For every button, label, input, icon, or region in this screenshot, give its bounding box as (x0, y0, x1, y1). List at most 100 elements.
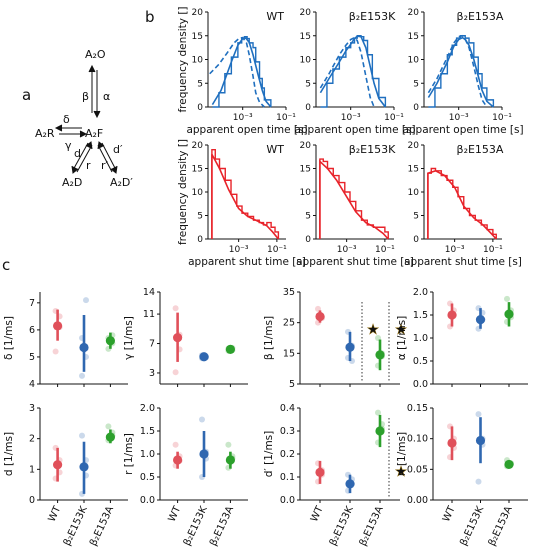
y-tick-label: 0.10 (407, 434, 428, 445)
panel-title: β₂E153A (457, 10, 504, 23)
x-tick-label: 10⁻³ (233, 113, 253, 123)
mean-point (375, 350, 385, 360)
x-tick-label: 10⁻¹ (384, 113, 404, 123)
replicate-point (475, 478, 482, 485)
mean-point (375, 426, 385, 436)
mean-point (105, 336, 115, 346)
x-tick-label: 10⁻³ (341, 113, 361, 123)
mean-point (225, 344, 235, 355)
y-tick-label: 20 (300, 141, 312, 151)
y-tick-label: 0 (29, 495, 35, 506)
mean-point (225, 455, 235, 465)
replicate-point (172, 369, 179, 376)
y-tick-label: 5 (413, 212, 419, 222)
series-histogram (428, 35, 495, 108)
y-tick-label: 4 (29, 379, 35, 390)
x-tick-label: 10⁻¹ (492, 113, 512, 123)
rate-label-rprime: r′ (101, 159, 109, 172)
y-tick-label: 1.0 (413, 333, 428, 344)
x-tick-label: 10⁻³ (337, 245, 357, 255)
x-tick-label: WT (47, 504, 64, 524)
series-fit (211, 37, 272, 108)
replicate-point (375, 335, 381, 341)
y-tick-label: 5 (197, 79, 203, 89)
state-A2R: A₂R (35, 127, 55, 140)
y-tick-label: 0 (305, 103, 311, 113)
y-tick-label: 1.5 (413, 310, 428, 321)
y-tick-label: 0.3 (280, 426, 295, 437)
y-tick-label: 10 (300, 56, 312, 66)
y-tick-label: 3 (29, 403, 35, 414)
mean-point (53, 321, 63, 331)
y-tick-label: 7 (29, 298, 35, 309)
rate-panel-rate-rprime: 0.00 0.05 0.10 0.15 r′ [1/ms] WT β₂E153K β₂E153… (396, 403, 528, 548)
state-A2D: A₂D (62, 176, 82, 189)
y-tick-label: 6 (29, 325, 35, 336)
y-tick-label: 2 (29, 434, 35, 445)
y-tick-label: 15 (283, 348, 295, 359)
rate-label-d: d (74, 147, 81, 160)
histogram-panel-shut-time-E153K: 0 5 10 15 20 10⁻³ 10⁻¹ β₂E153K apparent shut tim… (296, 141, 414, 268)
state-A2Dprime: A₂D′ (110, 176, 133, 189)
series-histogram (211, 149, 280, 239)
mean-point (345, 342, 355, 352)
x-tick-label: β₂E153K (328, 504, 356, 547)
replicate-point (83, 297, 89, 304)
rate-label-delta: δ (63, 113, 70, 126)
y-tick-label: 20 (192, 141, 204, 151)
y-tick-label: 15 (408, 165, 419, 175)
mean-point (315, 467, 325, 477)
mean-point (105, 432, 115, 442)
scheme-arrows (54, 64, 118, 174)
significance-star: ★ (395, 322, 408, 338)
y-tick-label: 0.4 (280, 403, 295, 414)
x-tick-label: β₂E153K (182, 504, 210, 547)
mean-point (475, 315, 486, 325)
mean-point (447, 438, 457, 448)
x-tick-label: WT (309, 504, 326, 524)
x-tick-label: 10⁻³ (445, 245, 465, 255)
x-tick-label: WT (167, 504, 184, 524)
y-tick-label: 0.5 (413, 356, 428, 367)
y-axis-label: β [1/ms] (263, 316, 275, 360)
x-tick-label: β₂E153K (458, 504, 486, 547)
y-tick-label: 1 (29, 464, 35, 475)
replicate-point (172, 305, 179, 312)
y-tick-label: 0.0 (413, 379, 428, 390)
rate-label-dprime: d′ (113, 143, 123, 156)
rate-label-gamma: γ (65, 139, 72, 152)
replicate-point (375, 409, 381, 416)
y-tick-label: 0.00 (407, 495, 428, 506)
replicate-point (172, 441, 179, 448)
replicate-point (52, 348, 59, 355)
y-tick-label: 20 (300, 8, 312, 18)
series-fit (319, 35, 387, 108)
y-tick-label: 15 (300, 165, 311, 175)
y-tick-label: 0.5 (140, 472, 155, 483)
panel-label-a: a (22, 86, 31, 104)
y-tick-label: 15 (300, 32, 311, 42)
y-tick-label: 5 (413, 79, 419, 89)
histogram-panel-open-time-E153K: 0 5 10 15 20 10⁻³ 10⁻¹ β₂E153K apparent open tim… (294, 8, 415, 136)
x-tick-label: β₂E153A (358, 504, 386, 547)
y-axis-label: α [1/ms] (396, 316, 408, 360)
y-tick-label: 15 (192, 32, 203, 42)
y-tick-label: 7 (149, 339, 155, 350)
mean-point (345, 479, 355, 489)
histogram-panels: 0 5 10 15 20 10⁻³ 10⁻¹ WT apparent open time [s]… (177, 6, 524, 268)
mean-point (173, 455, 183, 465)
y-axis-label: frequency density [] (177, 139, 189, 245)
replicate-point (225, 441, 232, 448)
mean-point (199, 352, 209, 362)
x-tick-label: 10⁻¹ (375, 245, 395, 255)
series-fit (427, 36, 494, 108)
series-dashed (209, 36, 265, 108)
mean-point (504, 459, 514, 470)
y-tick-label: 5 (29, 352, 35, 363)
rate-panel-rate-dprime: 0.0 0.1 0.2 0.3 0.4 d′ [1/ms] WT β₂E153K β₂E153A… (263, 403, 408, 548)
y-tick-label: 0.1 (280, 472, 295, 483)
x-tick-label: 10⁻¹ (276, 113, 296, 123)
panel-title: WT (266, 10, 284, 23)
y-tick-label: 5 (289, 379, 295, 390)
